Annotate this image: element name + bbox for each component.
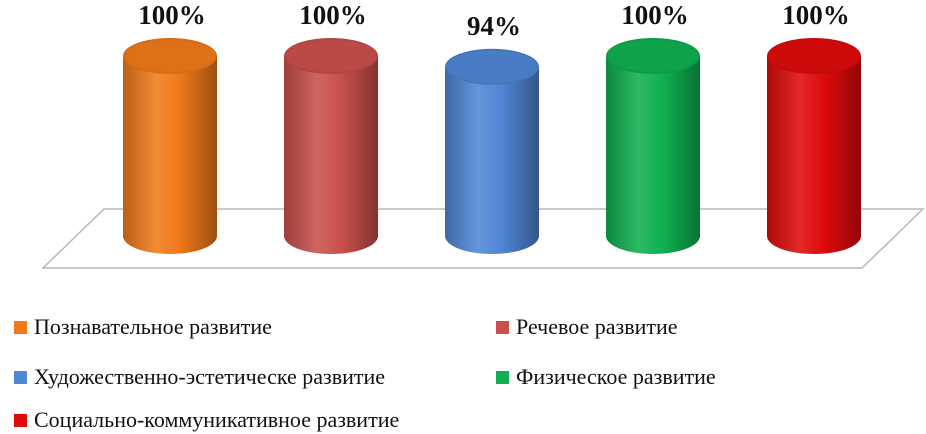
data-label: 100%	[299, 0, 367, 30]
legend-swatch	[14, 413, 27, 427]
legend-swatch	[14, 320, 27, 334]
legend-item-social: Социально-коммуникативное развитие	[14, 407, 399, 433]
legend-swatch	[496, 370, 509, 384]
bar	[606, 38, 700, 254]
bar	[767, 38, 861, 254]
data-label: 94%	[467, 11, 521, 41]
data-label: 100%	[782, 0, 850, 30]
bar	[445, 48, 539, 254]
data-label: 100%	[621, 0, 689, 30]
legend-label: Художественно-эстетическе развитие	[34, 364, 386, 389]
legend-item-cognitive: Познавательное развитие	[14, 314, 272, 340]
bar	[284, 38, 378, 254]
cylinder-bar-chart: 100% 100% 94% 100% 100%	[41, 0, 925, 269]
legend-label: Речевое развитие	[516, 314, 678, 339]
legend-item-speech: Речевое развитие	[496, 314, 678, 340]
legend-label: Социально-коммуникативное развитие	[34, 407, 400, 432]
data-label: 100%	[138, 0, 206, 30]
legend-item-physical: Физическое развитие	[496, 364, 716, 390]
legend-swatch	[14, 370, 27, 384]
legend-item-artistic: Художественно-эстетическе развитие	[14, 364, 385, 390]
legend-label: Познавательное развитие	[34, 314, 272, 339]
legend-label: Физическое развитие	[516, 364, 716, 389]
bar	[123, 38, 217, 254]
legend-swatch	[496, 320, 509, 334]
